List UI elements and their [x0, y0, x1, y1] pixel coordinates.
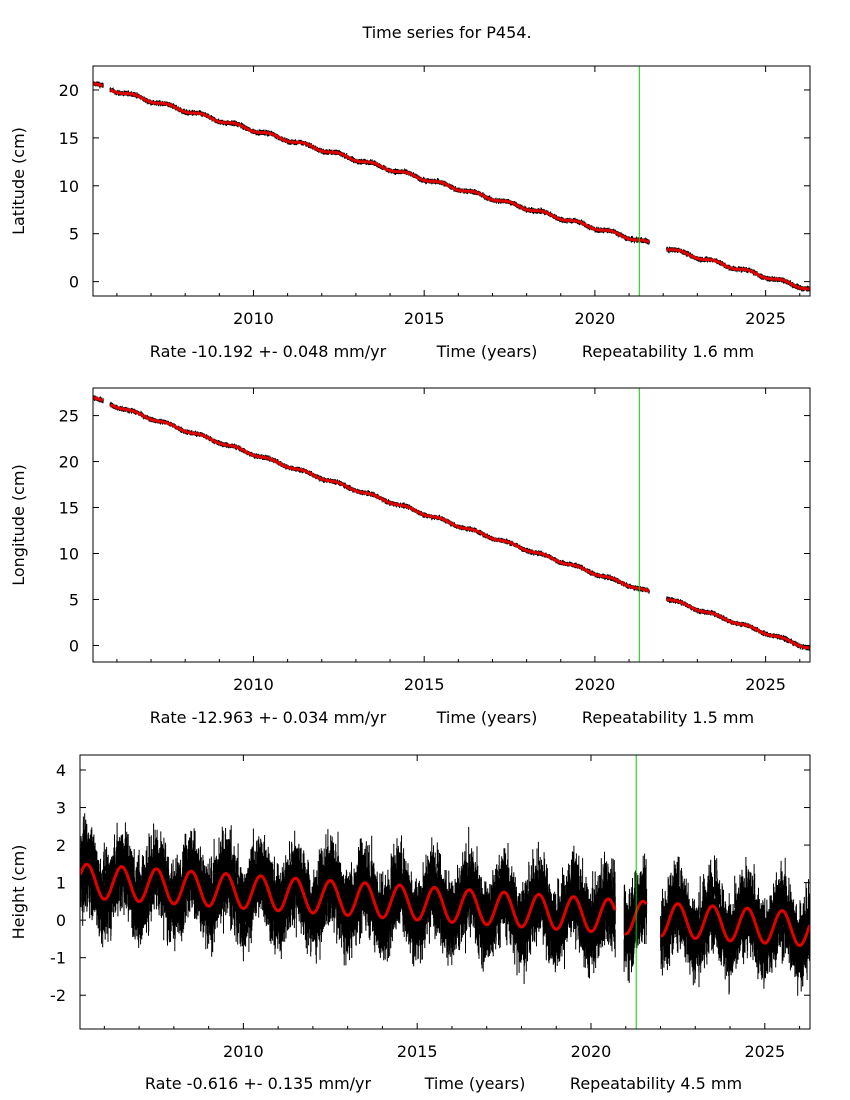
observation-error-bars — [80, 813, 810, 996]
repeatability-label: Repeatability 1.6 mm — [582, 342, 754, 361]
y-axis-title: Height (cm) — [9, 845, 28, 940]
rate-label: Rate -12.963 +- 0.034 mm/yr — [150, 708, 387, 727]
x-tick-label: 2020 — [575, 675, 616, 694]
panel-1: 2010 2015 2020 2025 0 5 10 15 20 Latitude (cm) Rat… — [9, 65, 811, 361]
x-tick-label: 2015 — [397, 1042, 438, 1061]
repeatability-label: Repeatability 1.5 mm — [582, 708, 754, 727]
model-curve — [93, 82, 810, 291]
x-tick-label: 2020 — [571, 1042, 612, 1061]
repeatability-label: Repeatability 4.5 mm — [570, 1074, 742, 1093]
plot-frame — [92, 387, 811, 663]
x-tick-label: 2010 — [233, 675, 274, 694]
rate-label: Rate -0.616 +- 0.135 mm/yr — [145, 1074, 372, 1093]
figure-title: Time series for P454. — [361, 23, 531, 42]
y-tick-label: -1 — [50, 949, 66, 968]
x-tick-label: 2020 — [575, 309, 616, 328]
x-axis-title: Time (years) — [436, 708, 538, 727]
y-tick-label: 25 — [59, 407, 79, 426]
y-axis-title: Longitude (cm) — [9, 464, 28, 586]
y-tick-label: 20 — [59, 81, 79, 100]
x-tick-label: 2010 — [233, 309, 274, 328]
x-tick-label: 2025 — [744, 1042, 785, 1061]
x-tick-label: 2025 — [745, 309, 786, 328]
y-tick-label: 0 — [69, 273, 79, 292]
y-tick-label: 15 — [59, 499, 79, 518]
y-tick-label: 20 — [59, 453, 79, 472]
rate-label: Rate -10.192 +- 0.048 mm/yr — [150, 342, 387, 361]
y-tick-label: 2 — [56, 836, 66, 855]
y-tick-label: 5 — [69, 590, 79, 609]
y-tick-label: 5 — [69, 225, 79, 244]
y-tick-label: 1 — [56, 874, 66, 893]
observation-points — [80, 813, 810, 996]
model-curve — [80, 862, 810, 948]
x-tick-label: 2015 — [404, 309, 445, 328]
panel-3: 2010 2015 2020 2025 -2 -1 0 1 2 3 4 Height (cm) Rate… — [9, 754, 811, 1093]
y-tick-label: 0 — [69, 636, 79, 655]
y-tick-label: 10 — [59, 177, 79, 196]
y-tick-label: 0 — [56, 911, 66, 930]
x-axis-title: Time (years) — [424, 1074, 526, 1093]
x-tick-label: 2010 — [223, 1042, 264, 1061]
plot-frame — [92, 65, 811, 297]
y-tick-label: 15 — [59, 129, 79, 148]
y-tick-label: 10 — [59, 545, 79, 564]
model-curve — [93, 396, 810, 650]
plot-frame — [79, 754, 811, 1030]
y-tick-label: 3 — [56, 799, 66, 818]
x-axis-title: Time (years) — [436, 342, 538, 361]
x-tick-label: 2025 — [745, 675, 786, 694]
x-tick-label: 2015 — [404, 675, 445, 694]
y-tick-label: -2 — [50, 986, 66, 1005]
y-axis-title: Latitude (cm) — [9, 127, 28, 235]
y-tick-label: 4 — [56, 761, 66, 780]
